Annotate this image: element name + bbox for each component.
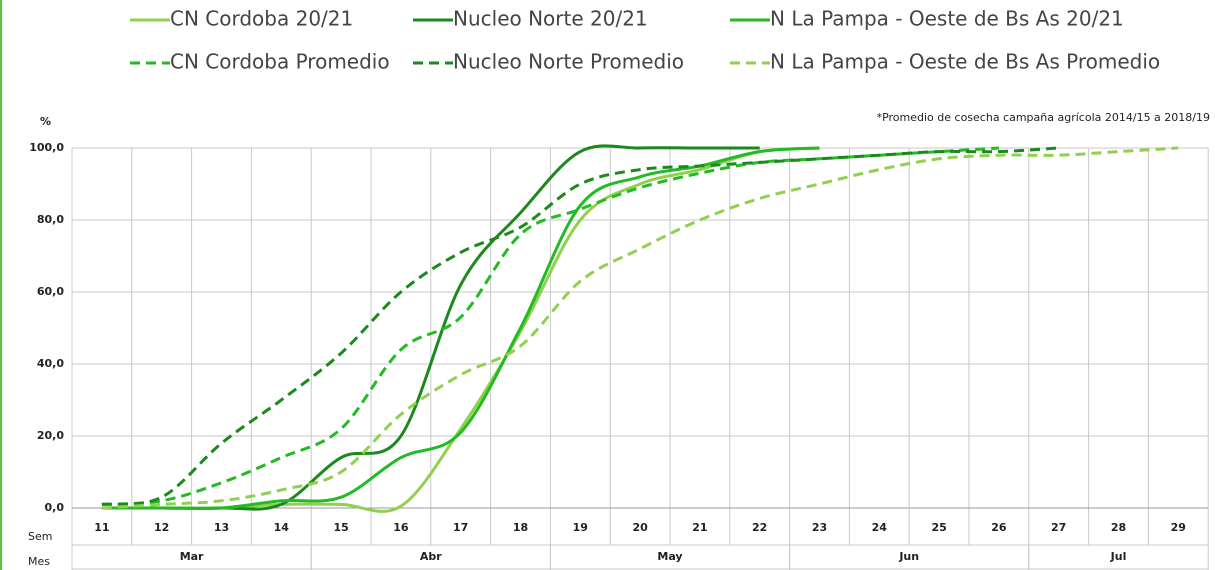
month-label: Mar: [180, 550, 204, 563]
y-axis-label: %: [40, 115, 51, 128]
month-label: May: [657, 550, 682, 563]
month-label: Jun: [898, 550, 919, 563]
legend-label: CN Cordoba Promedio: [170, 50, 390, 74]
x-tick-label: 12: [154, 521, 169, 534]
x-tick-label: 13: [214, 521, 229, 534]
annotation: *Promedio de cosecha campaña agrícola 20…: [877, 111, 1210, 124]
month-label: Jul: [1110, 550, 1127, 563]
series-line: [101, 146, 999, 506]
y-tick-label: 100,0: [29, 141, 64, 154]
series-line: [101, 146, 820, 511]
month-label: Abr: [420, 550, 442, 563]
x-tick-label: 27: [1051, 521, 1066, 534]
x-tick-label: 18: [513, 521, 528, 534]
legend-label: CN Cordoba 20/21: [170, 7, 353, 31]
x-tick-label: 21: [692, 521, 707, 534]
legend-label: N La Pampa - Oeste de Bs As Promedio: [770, 50, 1160, 74]
legend-label: N La Pampa - Oeste de Bs As 20/21: [770, 7, 1124, 31]
x-tick-label: 26: [991, 521, 1007, 534]
x-tick-label: 25: [931, 521, 946, 534]
series-line: [101, 146, 820, 513]
x-tick-label: 23: [812, 521, 827, 534]
month-axis-label: Mes: [28, 555, 50, 568]
series-line: [101, 146, 1179, 510]
series-line: [101, 146, 1059, 506]
legend-label: Nucleo Norte 20/21: [453, 7, 648, 31]
x-tick-label: 20: [632, 521, 648, 534]
x-tick-label: 24: [872, 521, 888, 534]
x-tick-label: 17: [453, 521, 468, 534]
y-tick-label: 20,0: [37, 429, 64, 442]
x-tick-label: 28: [1111, 521, 1126, 534]
y-tick-label: 80,0: [37, 213, 64, 226]
x-tick-label: 15: [333, 521, 348, 534]
x-tick-label: 16: [393, 521, 409, 534]
y-tick-label: 60,0: [37, 285, 64, 298]
x-tick-label: 29: [1171, 521, 1186, 534]
x-axis-label: Sem: [28, 530, 52, 543]
y-tick-label: 0,0: [45, 501, 65, 514]
x-tick-label: 22: [752, 521, 767, 534]
x-tick-label: 19: [573, 521, 588, 534]
y-tick-label: 40,0: [37, 357, 64, 370]
legend-label: Nucleo Norte Promedio: [453, 50, 684, 74]
x-tick-label: 14: [274, 521, 290, 534]
x-tick-label: 11: [94, 521, 109, 534]
